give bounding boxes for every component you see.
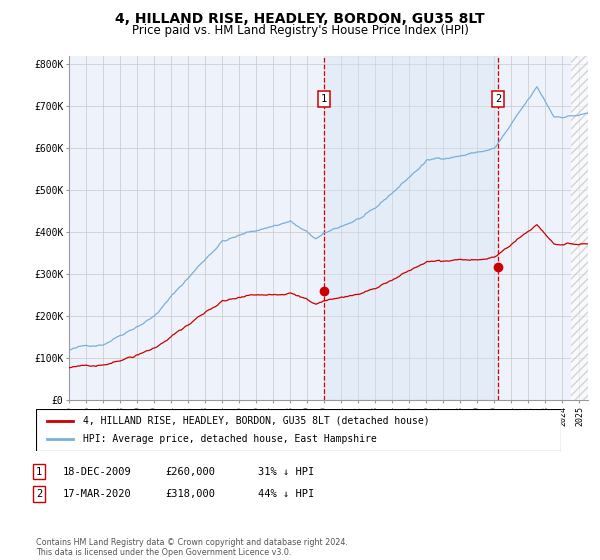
Text: Contains HM Land Registry data © Crown copyright and database right 2024.
This d: Contains HM Land Registry data © Crown c… bbox=[36, 538, 348, 557]
Bar bbox=[323, 56, 498, 400]
Text: £260,000: £260,000 bbox=[165, 466, 215, 477]
Text: 2: 2 bbox=[36, 489, 42, 499]
Text: £318,000: £318,000 bbox=[165, 489, 215, 499]
Text: Price paid vs. HM Land Registry's House Price Index (HPI): Price paid vs. HM Land Registry's House … bbox=[131, 24, 469, 37]
Text: 1: 1 bbox=[36, 466, 42, 477]
Text: 4, HILLAND RISE, HEADLEY, BORDON, GU35 8LT (detached house): 4, HILLAND RISE, HEADLEY, BORDON, GU35 8… bbox=[83, 416, 430, 426]
Text: HPI: Average price, detached house, East Hampshire: HPI: Average price, detached house, East… bbox=[83, 434, 377, 444]
Text: 18-DEC-2009: 18-DEC-2009 bbox=[63, 466, 132, 477]
Text: 31% ↓ HPI: 31% ↓ HPI bbox=[258, 466, 314, 477]
Text: 4, HILLAND RISE, HEADLEY, BORDON, GU35 8LT: 4, HILLAND RISE, HEADLEY, BORDON, GU35 8… bbox=[115, 12, 485, 26]
Text: 17-MAR-2020: 17-MAR-2020 bbox=[63, 489, 132, 499]
Text: 2: 2 bbox=[495, 94, 501, 104]
Text: 1: 1 bbox=[320, 94, 326, 104]
Text: 44% ↓ HPI: 44% ↓ HPI bbox=[258, 489, 314, 499]
Bar bbox=[571, 56, 596, 400]
